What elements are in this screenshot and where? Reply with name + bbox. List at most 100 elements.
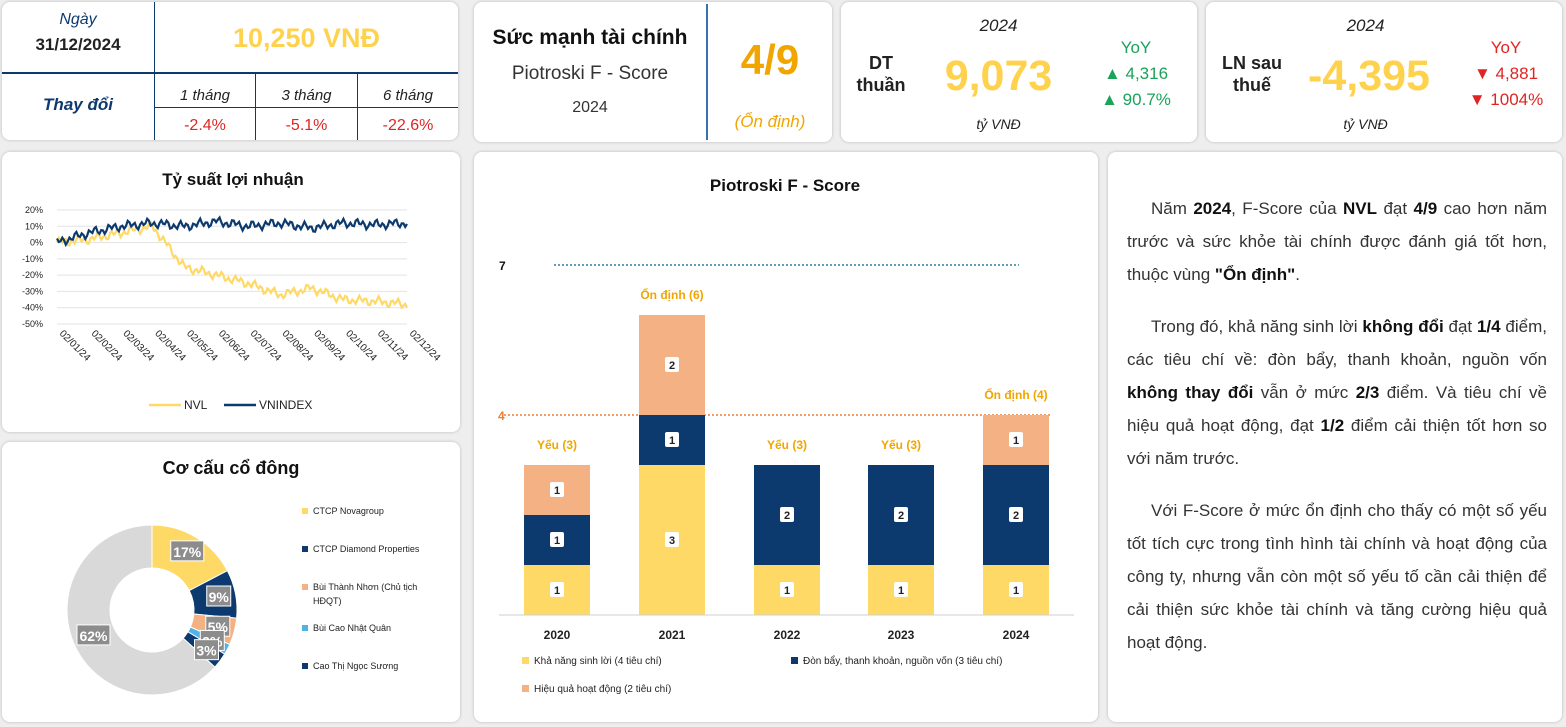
bar-value-box bbox=[1009, 582, 1023, 597]
bar-value-box bbox=[550, 582, 564, 597]
commentary-highlight: "Ổn định" bbox=[1214, 265, 1296, 284]
revenue-yoy-label: YoY bbox=[1120, 38, 1152, 57]
commentary-highlight: không thay đổi bbox=[1127, 383, 1254, 402]
profit-label: LN sau thuế bbox=[1221, 53, 1282, 95]
bar-value-label: 1 bbox=[1013, 585, 1019, 597]
bar-legend-label: Hiệu quả hoạt động (2 tiêu chí) bbox=[534, 684, 671, 695]
line-xtick-label: 02/02/24 bbox=[89, 328, 125, 364]
pie-legend-swatch bbox=[302, 508, 308, 514]
bar-category-label: 2024 bbox=[1003, 628, 1030, 642]
legend-label-vnindex: VNINDEX bbox=[259, 398, 312, 412]
line-xtick-label: 02/12/24 bbox=[407, 328, 443, 364]
fscore-status: (Ổn định) bbox=[734, 112, 806, 131]
return-line-chart: Tỷ suất lợi nhuận 20% 10% 0% -10% -20% -30% -4… bbox=[22, 170, 443, 412]
line-xtick-label: 02/01/24 bbox=[57, 328, 93, 364]
bar-status-label: Yếu (3) bbox=[881, 438, 921, 452]
bar-value-label: 1 bbox=[784, 585, 790, 597]
revenue-value: 9,073 bbox=[944, 52, 1053, 100]
return-chart-card: Tỷ suất lợi nhuận 20% 10% 0% -10% -20% -30% -4… bbox=[2, 152, 460, 432]
bar-value-label: 1 bbox=[554, 485, 560, 497]
bar-status-label: Yếu (3) bbox=[537, 438, 577, 452]
pie-legend-label: Bùi Thành Nhơn (Chủ tịch bbox=[313, 582, 417, 592]
date-value: 31/12/2024 bbox=[35, 35, 121, 54]
bar-legend-swatch bbox=[522, 657, 529, 664]
pie-slice-label: 3% bbox=[196, 643, 217, 659]
bar-category-label: 2022 bbox=[774, 628, 801, 642]
bar-value-label: 1 bbox=[1013, 435, 1019, 447]
revenue-yoy-pct: ▲ 90.7% bbox=[1101, 90, 1171, 109]
bar-value-box bbox=[665, 532, 679, 547]
period-2-label: 3 tháng bbox=[281, 87, 332, 104]
strength-card: Sức mạnh tài chính Piotroski F - Score 2… bbox=[474, 2, 832, 142]
pie-legend-label: CTCP Diamond Properties bbox=[313, 544, 420, 554]
pie-legend-swatch bbox=[302, 663, 308, 669]
bar-value-box bbox=[780, 582, 794, 597]
fscore-bar-chart: Piotroski F - Score 7 4 1 1 1 Yếu (3) 3 1 2 Ổn đ… bbox=[498, 176, 1074, 695]
bar-legend-label: Khả năng sinh lời (4 tiêu chí) bbox=[534, 656, 662, 667]
line-xtick-label: 02/09/24 bbox=[311, 328, 347, 364]
bar-legend-swatch bbox=[522, 685, 529, 692]
bar-value-label: 1 bbox=[669, 435, 675, 447]
commentary-text-run: vẫn ở mức bbox=[1253, 383, 1356, 402]
line-ytick-label: 0% bbox=[30, 238, 43, 248]
commentary-text-run: , F-Score của bbox=[1231, 199, 1344, 218]
period-changes: 1 tháng 3 tháng 6 tháng -2.4% -5.1% -22.… bbox=[155, 74, 458, 140]
commentary-highlight: không đổi bbox=[1362, 317, 1444, 336]
bar-category-label: 2021 bbox=[659, 628, 686, 642]
pie-slice-label: 17% bbox=[173, 544, 202, 560]
commentary-text-run: . bbox=[1295, 265, 1300, 284]
line-xtick-label: 02/05/24 bbox=[184, 328, 220, 364]
line-series-nvl bbox=[55, 220, 408, 310]
line-ytick-label: -20% bbox=[22, 270, 43, 280]
commentary-text-run: điểm. Và tiêu chí về hiệu quả hoạt động,… bbox=[1127, 383, 1547, 435]
profit-yoy-label: YoY bbox=[1490, 38, 1522, 57]
pie-label-box bbox=[76, 624, 111, 646]
revenue-year: 2024 bbox=[979, 16, 1018, 35]
bar-value-label: 1 bbox=[554, 535, 560, 547]
pie-legend-label: CTCP Novagroup bbox=[313, 506, 384, 516]
bar-value-box bbox=[550, 482, 564, 497]
commentary-paragraph-1: Năm 2024, F-Score của NVL đạt 4/9 cao hơ… bbox=[1127, 192, 1547, 291]
revenue-label: DT thuần bbox=[856, 53, 906, 95]
bar-legend-swatch bbox=[791, 657, 798, 664]
change-label: Thay đổi bbox=[43, 95, 113, 114]
pie-legend-swatch bbox=[302, 625, 308, 631]
pie-label-box bbox=[193, 639, 219, 661]
bar-value-label: 3 bbox=[669, 535, 675, 547]
commentary-highlight: 4/9 bbox=[1413, 199, 1438, 218]
pie-chart-title: Cơ cấu cổ đông bbox=[163, 458, 300, 478]
bar-value-label: 2 bbox=[1013, 510, 1019, 522]
bar-value-box bbox=[1009, 432, 1023, 447]
commentary-paragraph-3: Với F-Score ở mức ổn định cho thấy có mộ… bbox=[1127, 494, 1547, 659]
fscore-value: 4/9 bbox=[740, 36, 800, 83]
commentary-text-run: điểm, các tiêu chí về: đòn bẩy, thanh kh… bbox=[1127, 317, 1547, 369]
date-block: Ngày 31/12/2024 bbox=[2, 2, 154, 72]
bar-value-box bbox=[894, 582, 908, 597]
bar-status-label: Ổn định (4) bbox=[984, 387, 1047, 402]
line-xtick-label: 02/03/24 bbox=[121, 328, 157, 364]
bar-value-box bbox=[665, 432, 679, 447]
period-1-value: -2.4% bbox=[184, 117, 226, 134]
pie-slice bbox=[66, 524, 216, 696]
line-ytick-label: -40% bbox=[22, 303, 43, 313]
line-ytick-label: -10% bbox=[22, 254, 43, 264]
period-1-label: 1 tháng bbox=[179, 87, 231, 104]
line-xtick-label: 02/11/24 bbox=[375, 328, 410, 363]
profit-yoy-pct: ▼ 1004% bbox=[1468, 90, 1544, 109]
bar-status-label: Yếu (3) bbox=[767, 438, 807, 452]
profit-value: -4,395 bbox=[1308, 52, 1430, 100]
bar-status-label: Ổn định (6) bbox=[640, 287, 703, 302]
profit-unit: tỷ VNĐ bbox=[1343, 116, 1388, 132]
legend-label-nvl: NVL bbox=[184, 398, 208, 412]
pie-legend-label: Bùi Cao Nhật Quân bbox=[313, 623, 391, 633]
revenue-unit: tỷ VNĐ bbox=[976, 116, 1021, 132]
line-ytick-label: -30% bbox=[22, 286, 43, 296]
pie-slice-label: 62% bbox=[79, 628, 108, 644]
line-ytick-label: 20% bbox=[25, 205, 43, 215]
date-label: Ngày bbox=[59, 11, 97, 28]
bar-value-label: 2 bbox=[898, 510, 904, 522]
commentary-highlight: 1/2 bbox=[1320, 416, 1345, 435]
commentary-text-run: cao hơn năm trước và sức khỏe tài chính … bbox=[1127, 199, 1547, 284]
commentary-text-run: Với F-Score ở mức ổn định cho thấy có mộ… bbox=[1127, 501, 1547, 652]
commentary-paragraph-2: Trong đó, khả năng sinh lời không đổi đạ… bbox=[1127, 310, 1547, 475]
